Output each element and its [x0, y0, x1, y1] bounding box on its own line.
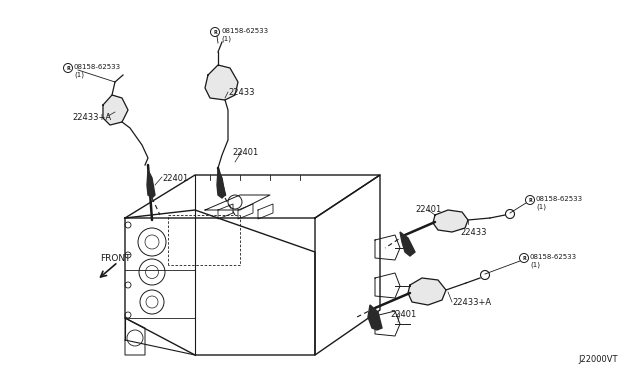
Text: J22000VT: J22000VT — [579, 355, 618, 364]
Text: R: R — [66, 65, 70, 71]
Text: 22433+A: 22433+A — [72, 113, 111, 122]
Text: FRONT: FRONT — [100, 254, 131, 263]
Polygon shape — [400, 232, 415, 256]
Text: 22401: 22401 — [415, 205, 441, 214]
Polygon shape — [103, 95, 128, 125]
Text: 22433+A: 22433+A — [452, 298, 491, 307]
Polygon shape — [205, 65, 238, 100]
Polygon shape — [368, 305, 382, 330]
Text: 22433: 22433 — [228, 88, 255, 97]
Text: 22401: 22401 — [232, 148, 259, 157]
Polygon shape — [217, 170, 225, 198]
Text: 08158-62533
(1): 08158-62533 (1) — [536, 196, 583, 209]
Text: 08158-62533
(1): 08158-62533 (1) — [530, 254, 577, 267]
Polygon shape — [147, 170, 155, 198]
Text: 22401: 22401 — [390, 310, 416, 319]
Text: R: R — [522, 256, 526, 260]
Text: R: R — [213, 29, 217, 35]
Text: 22433: 22433 — [460, 228, 486, 237]
Text: 08158-62533
(1): 08158-62533 (1) — [74, 64, 121, 77]
Text: R: R — [528, 198, 532, 202]
Text: 22401: 22401 — [162, 174, 188, 183]
Polygon shape — [408, 278, 446, 305]
Polygon shape — [433, 210, 468, 232]
Text: 08158-62533
(1): 08158-62533 (1) — [221, 28, 268, 42]
